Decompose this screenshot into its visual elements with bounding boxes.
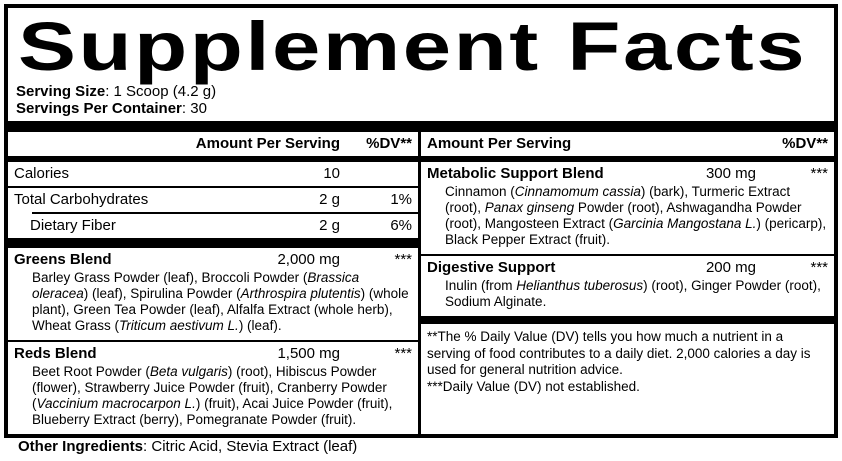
left-column: Amount Per Serving %DV** Calories 10 Tot… (8, 132, 421, 434)
blend-ingredients: Inulin (from Helianthus tuberosus) (root… (445, 278, 821, 309)
blend-amount: 200 mg (705, 259, 756, 276)
nutrient-dv: 6% (390, 217, 412, 234)
panel-title: Supplement Facts (18, 8, 808, 85)
blend-dv: *** (394, 345, 412, 362)
blend-name: Metabolic Support Blend (427, 165, 604, 182)
nutrient-amount: 2 g (319, 217, 340, 234)
nutrient-amount: 10 (323, 165, 340, 182)
row-divider-indented (32, 212, 418, 214)
serving-size-line: Serving Size: 1 Scoop (4.2 g) (16, 83, 834, 100)
blend-amount: 2,000 mg (277, 251, 340, 268)
right-section-bar (421, 316, 834, 324)
top-divider-bar (8, 121, 834, 132)
nutrient-row-total-carbohydrates: Total Carbohydrates 2 g 1% (8, 188, 418, 212)
servings-per-container-value: : 30 (181, 100, 207, 117)
blend-ingredients: Cinnamon (Cinnamomum cassia) (bark), Tur… (445, 184, 827, 247)
blend-dv: *** (810, 165, 828, 182)
nutrient-row-calories: Calories 10 (8, 162, 418, 186)
blend-dv: *** (810, 259, 828, 276)
dv-not-established-footnote: ***Daily Value (DV) not established. (427, 378, 640, 394)
reds-blend-section: Reds Blend 1,500 mg *** Beet Root Powder… (8, 342, 418, 434)
other-ingredients-value: : Citric Acid, Stevia Extract (leaf) (143, 438, 358, 455)
greens-blend-section: Greens Blend 2,000 mg *** Barley Grass P… (8, 248, 418, 340)
daily-value-footnote: **The % Daily Value (DV) tells you how m… (427, 329, 811, 377)
blend-amount: 300 mg (705, 165, 756, 182)
servings-per-container-label: Servings Per Container (16, 100, 182, 117)
serving-info: Serving Size: 1 Scoop (4.2 g) Servings P… (16, 83, 834, 117)
blend-divider (8, 340, 418, 342)
blend-amount: 1,500 mg (277, 345, 340, 362)
nutrient-name: Calories (14, 165, 70, 182)
other-ingredients-line: Other Ingredients: Citric Acid, Stevia E… (18, 438, 357, 456)
serving-size-value: : 1 Scoop (4.2 g) (105, 83, 217, 100)
blend-ingredients: Barley Grass Powder (leaf), Broccoli Pow… (32, 270, 409, 333)
blend-ingredients: Beet Root Powder (Beta vulgaris) (root),… (32, 364, 393, 427)
right-amount-per-serving-header: Amount Per Serving (427, 135, 572, 152)
nutrient-amount: 2 g (319, 191, 340, 208)
nutrient-name: Total Carbohydrates (14, 191, 149, 208)
left-section-bar (8, 238, 418, 248)
blend-name: Reds Blend (14, 345, 97, 362)
left-column-header: Amount Per Serving %DV** (8, 132, 418, 156)
blend-name: Greens Blend (14, 251, 112, 268)
nutrient-row-dietary-fiber: Dietary Fiber 2 g 6% (8, 214, 418, 238)
left-header-bar (8, 156, 418, 162)
right-column: Amount Per Serving %DV** Metabolic Suppo… (421, 132, 834, 434)
footnotes: **The % Daily Value (DV) tells you how m… (421, 324, 834, 395)
digestive-support-section: Digestive Support 200 mg *** Inulin (fro… (421, 256, 834, 316)
blend-dv: *** (394, 251, 412, 268)
row-divider (8, 186, 418, 188)
blend-divider (421, 254, 834, 256)
two-column-area: Amount Per Serving %DV** Calories 10 Tot… (8, 132, 834, 434)
supplement-facts-panel: Supplement Facts Serving Size: 1 Scoop (… (4, 4, 838, 438)
right-column-header: Amount Per Serving %DV** (421, 132, 834, 156)
blend-name: Digestive Support (427, 259, 556, 276)
nutrient-name: Dietary Fiber (30, 217, 116, 234)
right-header-bar (421, 156, 834, 162)
metabolic-support-blend-section: Metabolic Support Blend 300 mg *** Cinna… (421, 162, 834, 254)
blend-title-row: Reds Blend 1,500 mg *** (14, 345, 412, 363)
left-dv-header: %DV** (366, 135, 412, 152)
blend-title-row: Digestive Support 200 mg *** (427, 259, 828, 277)
left-amount-per-serving-header: Amount Per Serving (195, 135, 340, 152)
servings-per-container-line: Servings Per Container: 30 (16, 100, 834, 117)
serving-size-label: Serving Size (16, 83, 106, 100)
nutrient-dv: 1% (390, 191, 412, 208)
blend-title-row: Greens Blend 2,000 mg *** (14, 251, 412, 269)
blend-title-row: Metabolic Support Blend 300 mg *** (427, 165, 828, 183)
other-ingredients-label: Other Ingredients (18, 438, 144, 455)
right-dv-header: %DV** (782, 135, 828, 152)
